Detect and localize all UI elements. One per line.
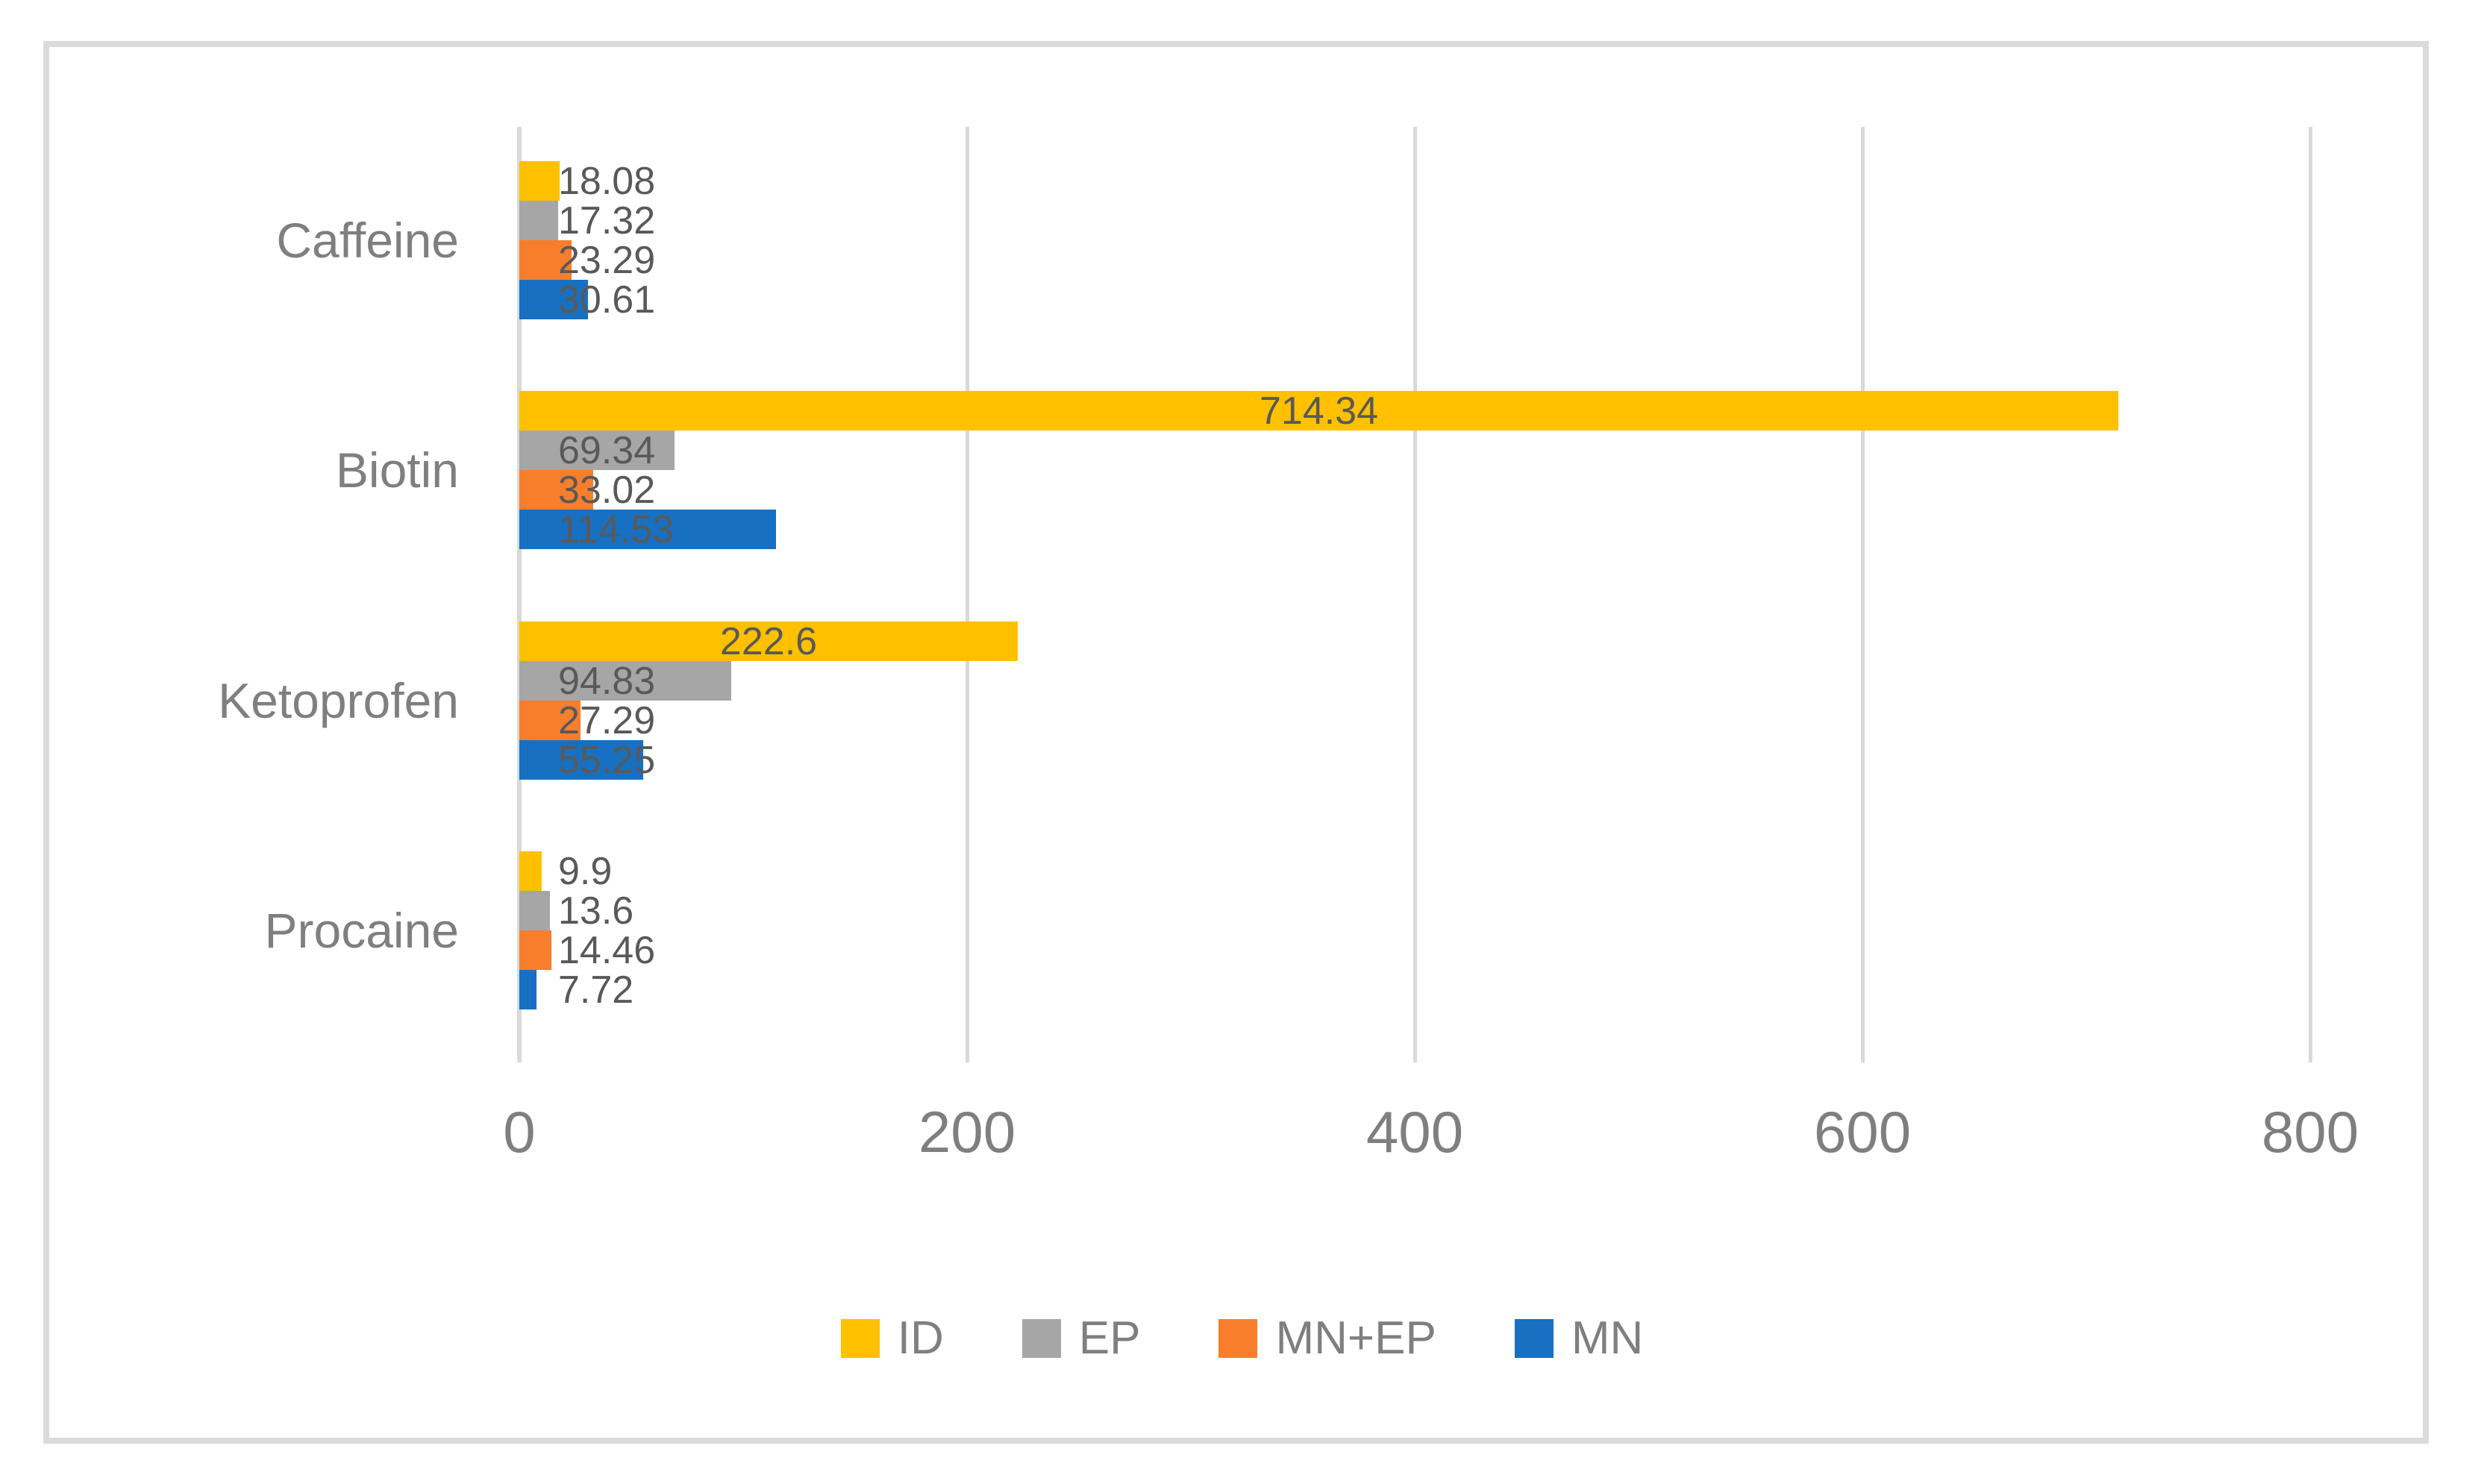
bar-biotin-mn bbox=[519, 510, 776, 549]
bar-caffeine-id bbox=[519, 161, 560, 201]
legend-swatch bbox=[1218, 1318, 1258, 1358]
legend-label: ID bbox=[897, 1312, 944, 1364]
x-tick-label: 800 bbox=[2261, 1099, 2359, 1165]
bar-ketoprofen-mn+ep bbox=[519, 701, 581, 740]
bar-biotin-mn+ep bbox=[519, 470, 593, 510]
bar-ketoprofen-mn bbox=[519, 740, 643, 780]
legend-item-id: ID bbox=[840, 1312, 944, 1365]
data-label: 27.29 bbox=[558, 698, 656, 742]
data-label: 14.46 bbox=[558, 928, 656, 972]
bar-ketoprofen-id bbox=[519, 622, 1018, 661]
data-label: 9.9 bbox=[558, 849, 613, 893]
data-label: 714.34 bbox=[1259, 389, 1379, 433]
gridline bbox=[2309, 127, 2312, 1062]
data-label: 94.83 bbox=[558, 659, 656, 703]
legend-label: EP bbox=[1078, 1312, 1141, 1364]
bar-procaine-mn bbox=[519, 970, 536, 1009]
bar-biotin-ep bbox=[519, 431, 675, 470]
legend-item-mn: MN bbox=[1514, 1312, 1644, 1365]
data-label: 69.34 bbox=[558, 428, 656, 472]
data-label: 18.08 bbox=[558, 159, 656, 203]
category-label-caffeine: Caffeine bbox=[276, 213, 459, 268]
legend-label: MN bbox=[1571, 1312, 1644, 1364]
legend-swatch bbox=[1022, 1318, 1061, 1358]
data-label: 114.53 bbox=[558, 507, 675, 551]
legend-swatch bbox=[840, 1318, 880, 1358]
chart-border-box bbox=[43, 41, 2429, 1444]
x-tick-label: 200 bbox=[918, 1099, 1016, 1165]
bar-procaine-mn+ep bbox=[519, 930, 551, 970]
data-label: 55.25 bbox=[558, 738, 656, 782]
data-label: 33.02 bbox=[558, 468, 656, 512]
legend-swatch bbox=[1514, 1318, 1554, 1358]
category-label-biotin: Biotin bbox=[335, 442, 459, 498]
y-axis-line bbox=[517, 127, 522, 1062]
bar-caffeine-mn bbox=[519, 280, 588, 319]
legend: ID EP MN+EP MN bbox=[0, 1312, 2484, 1365]
bar-ketoprofen-ep bbox=[519, 661, 731, 701]
x-tick-label: 0 bbox=[503, 1099, 536, 1165]
gridline bbox=[1413, 127, 1417, 1062]
data-label: 23.29 bbox=[558, 238, 656, 282]
gridline bbox=[966, 127, 969, 1062]
bar-procaine-ep bbox=[519, 891, 550, 930]
data-label: 13.6 bbox=[558, 889, 634, 933]
legend-item-ep: EP bbox=[1022, 1312, 1141, 1365]
data-label: 7.72 bbox=[558, 968, 634, 1012]
data-label: 17.32 bbox=[558, 198, 656, 242]
gridline bbox=[1861, 127, 1865, 1062]
bar-procaine-id bbox=[519, 851, 542, 891]
legend-label: MN+EP bbox=[1275, 1312, 1436, 1364]
bar-biotin-id bbox=[519, 391, 2118, 431]
category-label-procaine: Procaine bbox=[264, 903, 460, 958]
x-tick-label: 400 bbox=[1365, 1099, 1464, 1165]
legend-item-mn+ep: MN+EP bbox=[1218, 1312, 1436, 1365]
bar-caffeine-ep bbox=[519, 201, 558, 240]
bar-caffeine-mn+ep bbox=[519, 240, 572, 280]
category-label-ketoprofen: Ketoprofen bbox=[218, 673, 459, 728]
data-label: 222.6 bbox=[719, 619, 818, 663]
x-tick-label: 600 bbox=[1813, 1099, 1912, 1165]
data-label: 30.61 bbox=[558, 278, 656, 322]
